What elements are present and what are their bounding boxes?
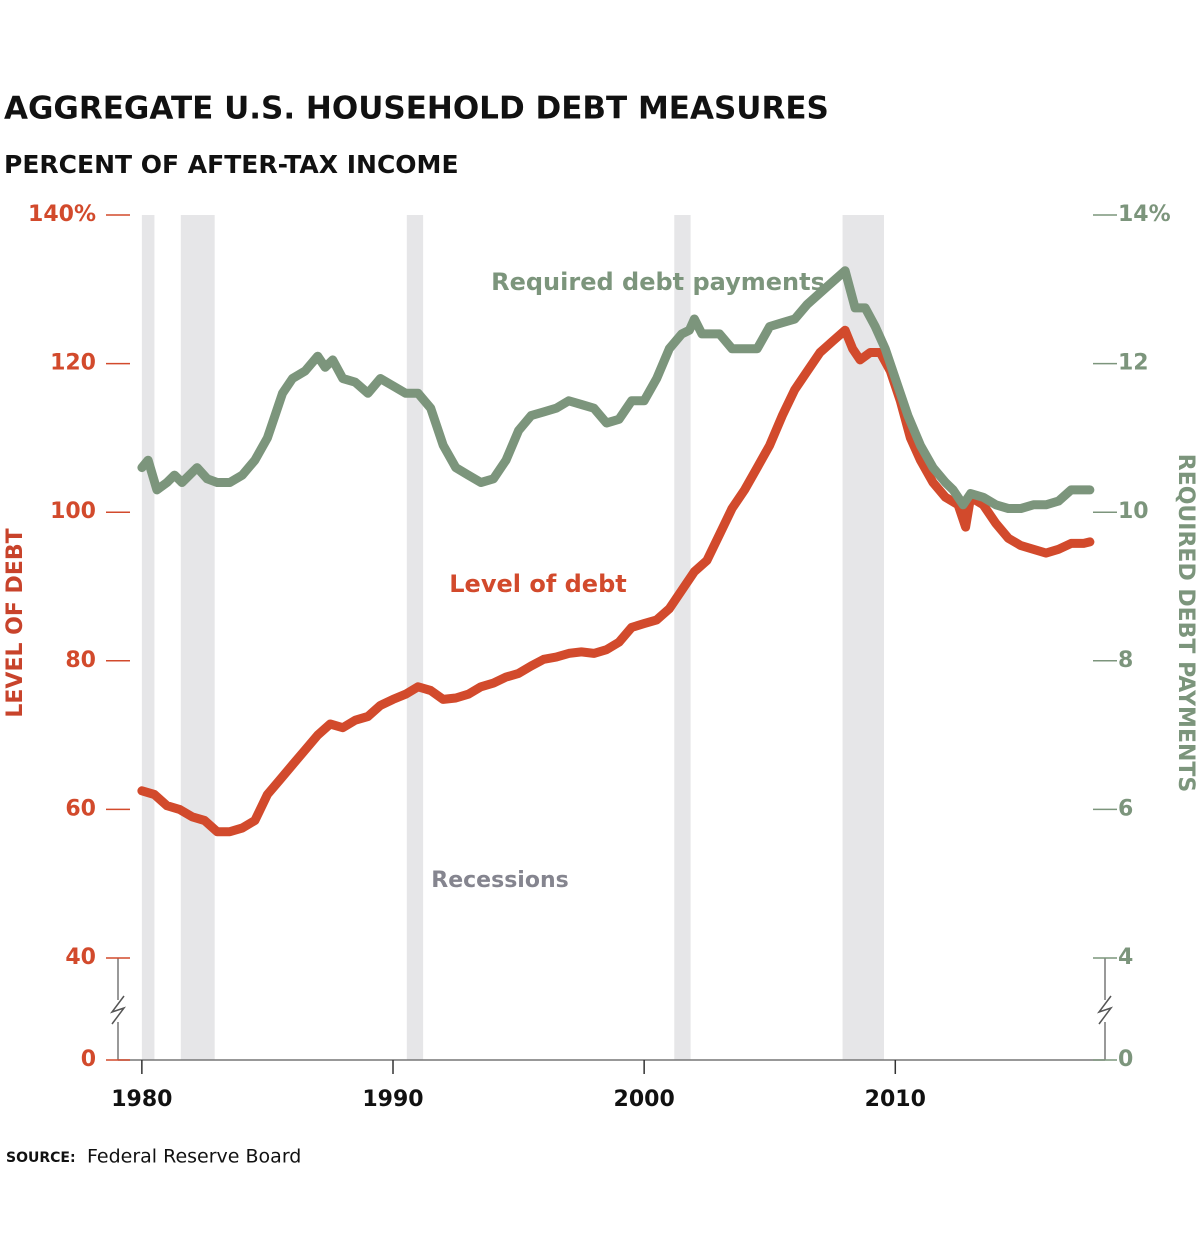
y-tick-label: 100: [50, 499, 96, 524]
axis-break: [109, 995, 127, 1025]
y2-tick-label: 0: [1118, 1047, 1133, 1072]
y-tick-label: 40: [65, 945, 96, 970]
y-tick-label: 120: [50, 351, 96, 376]
x-tick-label: 2000: [614, 1087, 675, 1112]
recession-band: [141, 215, 155, 1060]
y2-axis-label: REQUIRED DEBT PAYMENTS: [1173, 454, 1198, 792]
y-tick-label: 140%: [28, 202, 96, 227]
source: Federal Reserve Board: [87, 1146, 301, 1168]
x-tick-label: 2010: [865, 1087, 926, 1112]
x-tick-label: 1990: [362, 1087, 423, 1112]
y2-tick-label: 8: [1118, 648, 1133, 673]
series-line: [137, 266, 1095, 513]
y2-tick-label: 6: [1118, 796, 1133, 821]
chart-title: AGGREGATE U.S. HOUSEHOLD DEBT MEASURES: [4, 91, 829, 127]
series-label: Required debt payments: [491, 268, 825, 296]
y2-tick-label: 4: [1118, 945, 1133, 970]
source-label: SOURCE:: [6, 1150, 76, 1166]
y-tick-label: 80: [65, 648, 96, 673]
y-axis-label: LEVEL OF DEBT: [3, 528, 28, 717]
series-label: Level of debt: [449, 570, 626, 598]
y-tick-label: 60: [65, 796, 96, 821]
recession-label: Recessions: [431, 868, 568, 893]
y2-tick-label: 12: [1118, 351, 1149, 376]
recession-band: [674, 215, 691, 1060]
recession-band: [406, 215, 424, 1060]
y2-tick-label: 10: [1118, 499, 1149, 524]
recession-band: [180, 215, 215, 1060]
y2-tick-label: 14%: [1118, 202, 1171, 227]
series-line: [137, 325, 1095, 837]
y-tick-label: 0: [81, 1047, 96, 1072]
x-tick-label: 1980: [111, 1087, 172, 1112]
axis-break: [1096, 995, 1114, 1025]
chart-subtitle: PERCENT OF AFTER-TAX INCOME: [4, 150, 459, 179]
